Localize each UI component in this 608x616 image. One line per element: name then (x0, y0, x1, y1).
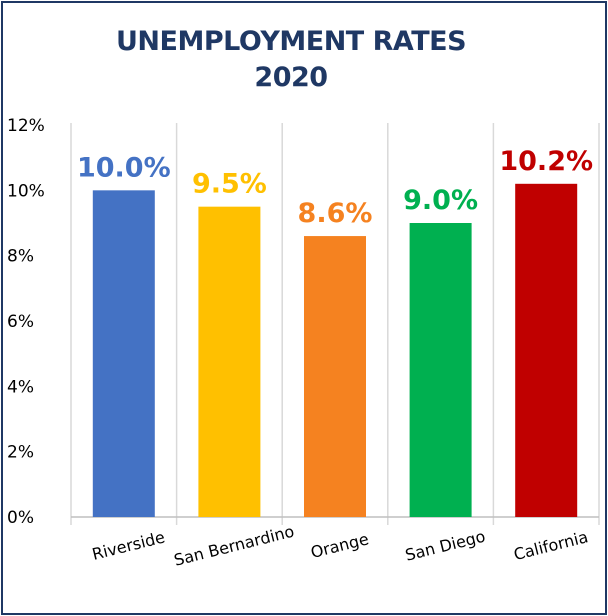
data-label: 9.0% (403, 185, 478, 216)
x-axis: Riverside San Bernardino Orange San Diego Ca… (90, 522, 590, 570)
x-tick-label: San Diego (403, 527, 487, 565)
chart-subtitle: 2020 (254, 62, 327, 93)
chart: UNEMPLOYMENT RATES 2020 10.0% 9.5% 8.6% 9.0… (7, 26, 600, 570)
chart-title: UNEMPLOYMENT RATES (116, 26, 466, 57)
labels-layer: 10.0% 9.5% 8.6% 9.0% 10.2% (77, 146, 593, 229)
data-label: 9.5% (192, 169, 267, 200)
bar-california (515, 183, 578, 518)
bars-layer (92, 183, 578, 518)
x-tick-label: San Bernardino (172, 522, 296, 570)
x-tick-label: Riverside (90, 527, 167, 563)
y-tick-label: 10% (7, 181, 45, 201)
y-axis: 0% 2% 4% 6% 8% 10% 12% (7, 116, 45, 528)
x-tick-label: California (512, 527, 590, 564)
y-tick-label: 4% (7, 377, 34, 397)
bar-orange (304, 236, 366, 518)
data-label: 8.6% (298, 198, 373, 229)
data-label: 10.2% (499, 146, 593, 177)
y-tick-label: 12% (7, 116, 45, 136)
data-label: 10.0% (77, 152, 171, 183)
bar-riverside (92, 190, 155, 518)
y-tick-label: 2% (7, 443, 34, 463)
y-tick-label: 8% (7, 247, 34, 267)
y-tick-label: 0% (7, 508, 34, 528)
bar-san-diego (409, 223, 472, 517)
y-tick-label: 6% (7, 312, 34, 332)
bar-san-bernardino (198, 206, 261, 517)
x-tick-label: Orange (309, 529, 371, 562)
